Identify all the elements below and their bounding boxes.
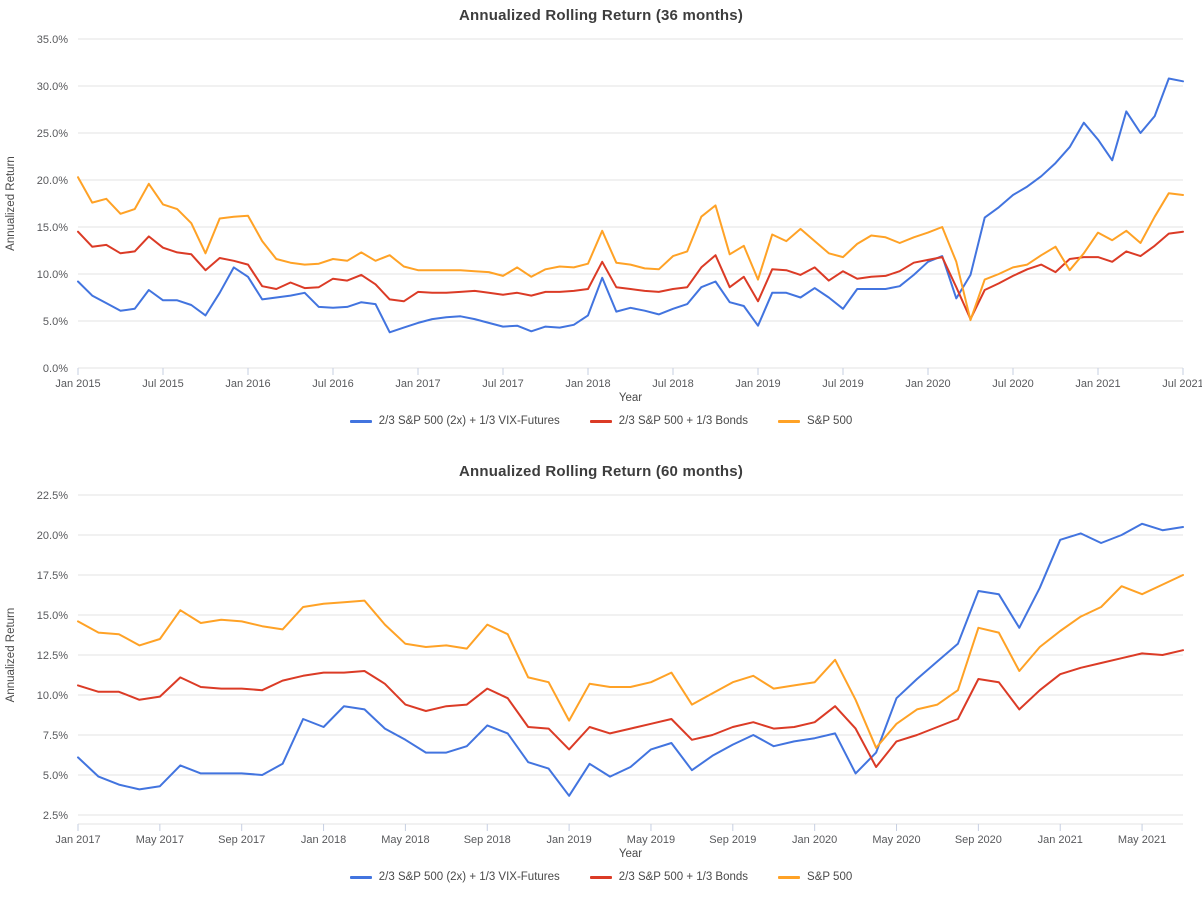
legend-label: 2/3 S&P 500 (2x) + 1/3 VIX-Futures <box>378 871 560 883</box>
legend-label: 2/3 S&P 500 + 1/3 Bonds <box>618 871 749 883</box>
legend-item: 2/3 S&P 500 (2x) + 1/3 VIX-Futures <box>349 415 560 427</box>
x-tick-label: May 2018 <box>381 834 429 846</box>
y-axis-title: Annualized Return <box>5 608 17 703</box>
y-tick-label: 7.5% <box>43 730 68 742</box>
y-axis-title: Annualized Return <box>5 156 17 251</box>
legend-item: S&P 500 <box>778 415 852 427</box>
x-axis-title: Year <box>619 848 642 860</box>
y-tick-label: 2.5% <box>43 810 68 822</box>
series-line-blue <box>77 522 1184 797</box>
y-tick-label: 15.0% <box>37 610 68 622</box>
x-tick-label: Jul 2015 <box>142 378 184 390</box>
x-tick-label: Jan 2021 <box>1038 834 1083 846</box>
x-tick-label: Jan 2017 <box>55 834 100 846</box>
series-line-red <box>77 649 1184 768</box>
legend-swatch-red-icon <box>589 419 612 423</box>
x-tick-label: Jul 2020 <box>992 378 1034 390</box>
legend-item: 2/3 S&P 500 (2x) + 1/3 VIX-Futures <box>349 871 560 883</box>
y-tick-label: 35.0% <box>37 34 68 46</box>
chart-60m-title: Annualized Rolling Return (60 months) <box>458 463 744 480</box>
x-tick-label: Jul 2016 <box>312 378 354 390</box>
x-tick-label: Jul 2017 <box>482 378 524 390</box>
x-tick-label: Jan 2016 <box>225 378 270 390</box>
x-tick-label: Jan 2020 <box>905 378 950 390</box>
x-tick-label: Jan 2021 <box>1075 378 1120 390</box>
x-tick-label: May 2020 <box>872 834 920 846</box>
x-tick-label: Jan 2018 <box>301 834 346 846</box>
chart-60m-plot-area[interactable]: 2.5% 5.0% 7.5% 10.0% 12.5% 15.0% 17.5% 20.0% 22.… <box>0 482 1202 864</box>
legend-label: S&P 500 <box>807 415 853 427</box>
series-line-red <box>77 230 1184 321</box>
legend-label: 2/3 S&P 500 + 1/3 Bonds <box>618 415 749 427</box>
y-tick-label: 30.0% <box>37 81 68 93</box>
legend-item: S&P 500 <box>778 871 852 883</box>
legend-item: 2/3 S&P 500 + 1/3 Bonds <box>589 871 749 883</box>
x-axis-title: Year <box>619 392 642 404</box>
y-tick-label: 25.0% <box>37 128 68 140</box>
series-line-orange <box>77 176 1184 322</box>
y-tick-label: 20.0% <box>37 530 68 542</box>
y-tick-label: 10.0% <box>37 269 68 281</box>
chart-36m-legend: 2/3 S&P 500 (2x) + 1/3 VIX-Futures 2/3 S&… <box>0 410 1202 432</box>
x-tick-label: Jan 2015 <box>55 378 100 390</box>
series-line-orange <box>77 574 1184 749</box>
x-tick-label: Jan 2019 <box>735 378 780 390</box>
y-tick-label: 17.5% <box>37 570 68 582</box>
y-tick-label: 20.0% <box>37 175 68 187</box>
y-tick-label: 22.5% <box>37 490 68 502</box>
legend-swatch-orange-icon <box>778 875 801 879</box>
legend-swatch-blue-icon <box>349 419 372 423</box>
x-tick-label: May 2021 <box>1118 834 1166 846</box>
chart-36m-title: Annualized Rolling Return (36 months) <box>458 7 744 24</box>
x-tick-label: Sep 2019 <box>709 834 756 846</box>
y-tick-label: 5.0% <box>43 770 68 782</box>
chart-36m-section: Annualized Rolling Return (36 months) 0.… <box>0 0 1202 432</box>
legend-swatch-blue-icon <box>349 875 372 879</box>
x-tick-label: Sep 2020 <box>955 834 1002 846</box>
y-tick-label: 5.0% <box>43 316 68 328</box>
y-tick-label: 0.0% <box>43 363 68 375</box>
x-tick-label: Sep 2017 <box>218 834 265 846</box>
legend-swatch-red-icon <box>589 875 612 879</box>
legend-label: S&P 500 <box>807 871 853 883</box>
x-tick-label: Jan 2017 <box>395 378 440 390</box>
y-tick-label: 15.0% <box>37 222 68 234</box>
x-tick-label: May 2017 <box>136 834 184 846</box>
x-tick-label: Sep 2018 <box>464 834 511 846</box>
chart-60m-legend: 2/3 S&P 500 (2x) + 1/3 VIX-Futures 2/3 S&… <box>0 866 1202 888</box>
x-tick-label: Jan 2018 <box>565 378 610 390</box>
x-tick-label: Jul 2018 <box>652 378 694 390</box>
chart-60m-section: Annualized Rolling Return (60 months) 2.… <box>0 456 1202 888</box>
x-tick-label: Jul 2019 <box>822 378 864 390</box>
x-tick-label: Jan 2020 <box>792 834 837 846</box>
x-tick-label: May 2019 <box>627 834 675 846</box>
page: Annualized Rolling Return (36 months) 0.… <box>0 0 1202 888</box>
x-tick-label: Jul 2021 <box>1162 378 1202 390</box>
legend-swatch-orange-icon <box>778 419 801 423</box>
legend-item: 2/3 S&P 500 + 1/3 Bonds <box>589 415 749 427</box>
chart-36m-plot-area[interactable]: 0.0% 5.0% 10.0% 15.0% 20.0% 25.0% 30.0% 35.0% Ja… <box>0 26 1202 408</box>
y-tick-label: 10.0% <box>37 690 68 702</box>
series-line-blue <box>77 77 1184 334</box>
x-tick-label: Jan 2019 <box>546 834 591 846</box>
y-tick-label: 12.5% <box>37 650 68 662</box>
legend-label: 2/3 S&P 500 (2x) + 1/3 VIX-Futures <box>378 415 560 427</box>
